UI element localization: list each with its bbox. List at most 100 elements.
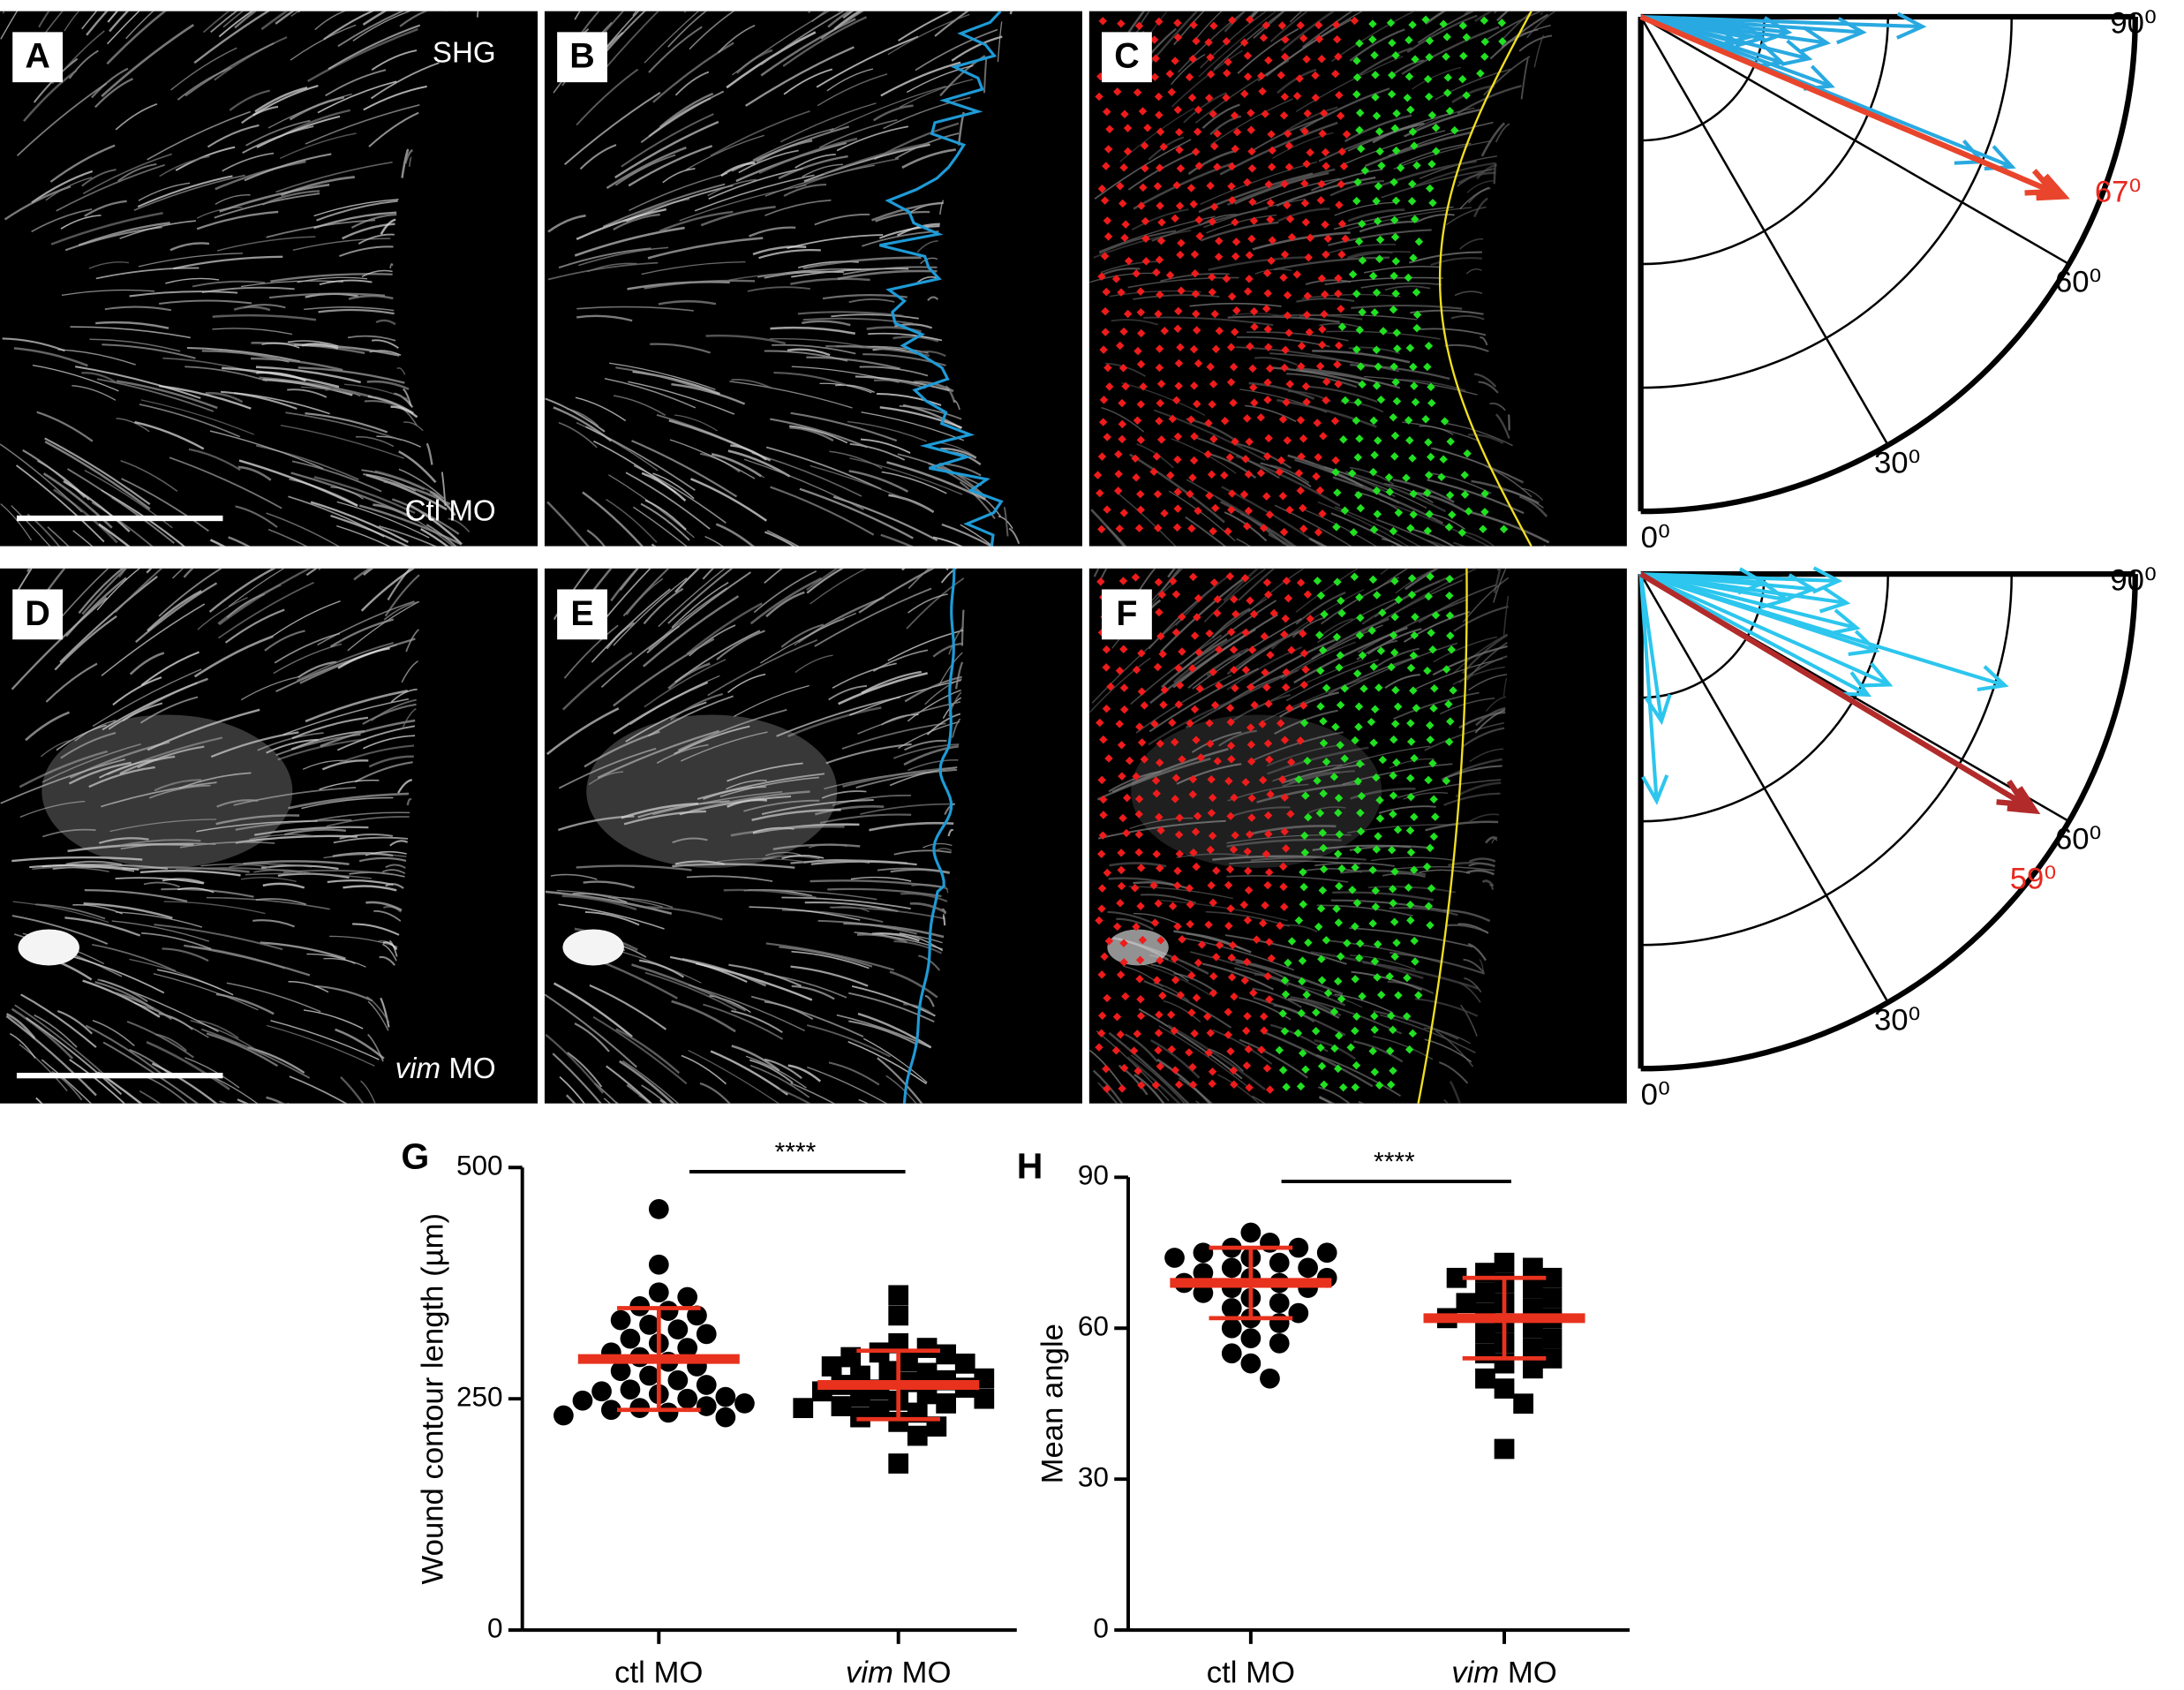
fiber	[1496, 11, 1510, 22]
fiber	[1414, 998, 1479, 1017]
vector-glyph	[1311, 1026, 1321, 1036]
fiber	[216, 236, 316, 252]
fiber	[245, 119, 311, 147]
fiber	[758, 248, 821, 260]
vector-glyph	[1312, 472, 1321, 481]
y-tick-label: 500	[456, 1150, 503, 1181]
vector-glyph	[1138, 935, 1148, 945]
fiber	[1367, 628, 1422, 655]
data-point	[916, 1362, 938, 1384]
fiber	[1304, 509, 1377, 547]
vector-glyph	[1171, 1066, 1180, 1075]
fiber	[855, 375, 950, 392]
theta-tick-label: 90⁰	[2110, 7, 2157, 41]
vector-glyph	[1353, 177, 1362, 186]
vector-glyph	[1355, 759, 1365, 768]
vector-glyph	[1132, 922, 1141, 932]
fiber	[877, 1057, 923, 1104]
vector-glyph	[1227, 505, 1236, 515]
data-point	[1193, 1263, 1214, 1283]
ring	[1640, 574, 2014, 947]
fiber	[245, 872, 372, 879]
vector-glyph	[1410, 754, 1419, 763]
fiber	[743, 799, 820, 812]
vector-glyph	[1136, 435, 1146, 445]
fiber	[389, 263, 394, 269]
fiber	[184, 944, 311, 977]
fiber	[1248, 381, 1315, 400]
fiber	[1332, 745, 1431, 770]
fiber	[162, 878, 205, 884]
fiber	[806, 356, 900, 370]
vector-glyph	[1262, 268, 1272, 277]
fiber	[1480, 122, 1506, 157]
fiber	[134, 420, 205, 450]
vector-glyph	[1173, 432, 1183, 441]
fiber	[326, 816, 410, 827]
fiber	[348, 294, 394, 300]
fiber	[859, 366, 929, 377]
fiber	[1330, 512, 1402, 547]
fiber	[881, 471, 947, 494]
vector-glyph	[1178, 755, 1186, 764]
fiber	[59, 576, 158, 663]
fiber	[790, 965, 869, 987]
fiber	[1131, 208, 1189, 231]
fiber	[1435, 1030, 1474, 1068]
vector-glyph	[1425, 36, 1435, 46]
fiber	[234, 11, 258, 29]
fiber	[222, 152, 275, 172]
vector-glyph	[1403, 94, 1412, 102]
fiber	[11, 1007, 74, 1060]
vector-glyph	[1118, 364, 1128, 373]
mean-angle-label: 59⁰	[2010, 862, 2057, 895]
vector-glyph	[1117, 19, 1126, 28]
fiber	[848, 298, 895, 304]
vector-glyph	[1171, 795, 1179, 804]
vector-glyph	[1428, 645, 1437, 654]
vector-glyph	[1331, 722, 1340, 732]
fiber	[31, 208, 93, 233]
vector-glyph	[1410, 215, 1420, 223]
vector-glyph	[1242, 414, 1252, 423]
data-point	[869, 1400, 890, 1421]
fiber	[1200, 11, 1268, 69]
fiber	[252, 919, 295, 928]
vector-glyph	[1405, 72, 1414, 81]
fiber	[885, 1075, 917, 1104]
fiber	[218, 11, 253, 38]
data-point	[1193, 1282, 1214, 1303]
vector-glyph	[1171, 590, 1181, 599]
fiber	[1215, 495, 1298, 547]
vector-glyph	[1280, 363, 1289, 373]
fiber	[116, 380, 218, 410]
vector-glyph	[1263, 811, 1273, 820]
fiber	[613, 395, 666, 416]
fiber	[9, 1033, 36, 1059]
fiber	[828, 684, 868, 701]
fiber	[585, 426, 696, 491]
vector-glyph	[1385, 1046, 1395, 1056]
vector-glyph	[1118, 199, 1127, 208]
fiber	[601, 11, 659, 73]
word: MO	[441, 1052, 496, 1085]
fiber	[716, 630, 765, 660]
fiber	[200, 1028, 311, 1079]
fiber	[707, 638, 818, 697]
fiber	[856, 932, 907, 944]
fiber	[156, 969, 234, 996]
fiber	[731, 1009, 783, 1033]
fiber	[731, 1045, 780, 1072]
fiber	[1356, 639, 1398, 660]
vector-glyph	[1133, 1030, 1141, 1038]
vector-glyph	[1132, 772, 1141, 781]
vector-glyph	[1335, 663, 1344, 672]
fiber	[84, 200, 127, 217]
vector-glyph	[1231, 437, 1239, 446]
fiber	[1353, 47, 1412, 79]
fiber	[697, 773, 825, 800]
vector-glyph	[1427, 160, 1436, 169]
vector-glyph	[1390, 431, 1400, 441]
fiber	[60, 215, 102, 230]
vector-glyph	[1171, 214, 1179, 223]
